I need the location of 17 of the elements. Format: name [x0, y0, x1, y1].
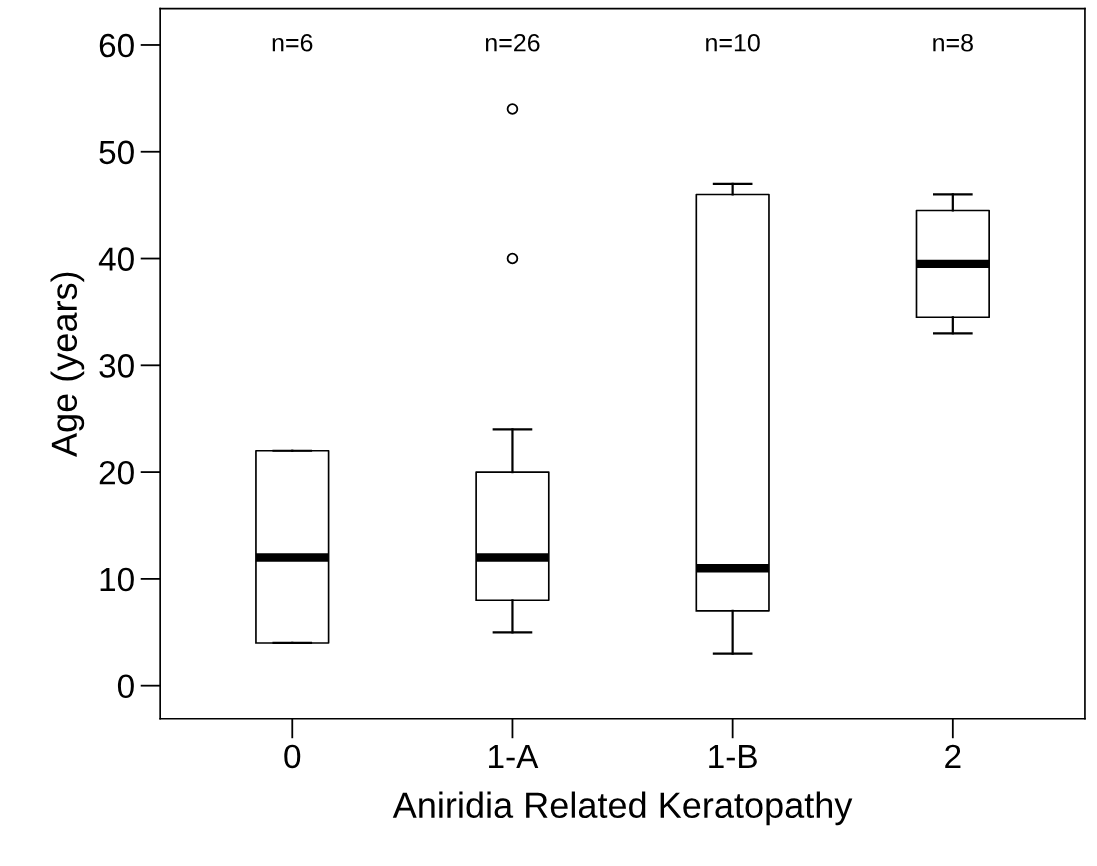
annotation: n=26 [485, 33, 540, 52]
x-axis-title: Aniridia Related Keratopathy [392, 791, 853, 826]
y-tick-label: 20 [99, 460, 134, 485]
annotation: n=10 [706, 33, 760, 52]
annotation: n=8 [933, 33, 973, 52]
annotation: n=6 [272, 33, 313, 52]
y-tick-label: 10 [100, 567, 134, 592]
x-tick-label: 0 [284, 744, 301, 769]
x-tick-label: 2 [945, 744, 961, 768]
y-tick-label: 0 [117, 674, 134, 699]
x-tick-label: 1-A [489, 745, 539, 768]
y-axis-title: Age (years) [50, 272, 85, 457]
y-tick-label: 40 [98, 247, 134, 271]
x-tick-label: 1-B [709, 745, 757, 768]
y-tick-label: 50 [99, 140, 134, 165]
y-tick-label: 60 [99, 33, 134, 58]
y-tick-label: 30 [99, 354, 134, 378]
